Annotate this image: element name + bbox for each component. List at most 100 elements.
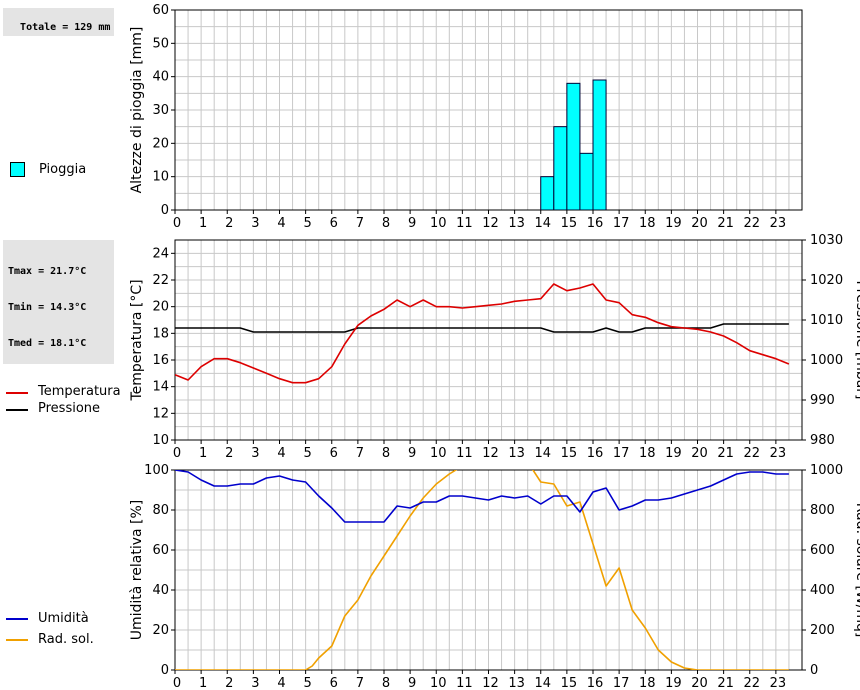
x-tick-label: 11 xyxy=(456,676,473,690)
x-tick-label: 8 xyxy=(382,216,390,231)
radiation-line xyxy=(175,470,789,670)
x-tick-label: 17 xyxy=(613,676,630,690)
x-tick-label: 7 xyxy=(356,676,364,690)
x-tick-label: 16 xyxy=(587,216,604,231)
x-tick-label: 3 xyxy=(251,216,259,231)
y2-tick-label: 1010 xyxy=(810,313,843,328)
y-tick-label: 40 xyxy=(152,583,169,598)
x-tick-label: 0 xyxy=(173,676,181,690)
x-tick-label: 19 xyxy=(665,446,682,461)
tmed-text: Tmed = 18.1°C xyxy=(8,338,87,349)
x-tick-label: 22 xyxy=(743,216,760,231)
x-tick-label: 6 xyxy=(330,676,338,690)
rain-bar xyxy=(579,152,594,210)
plot-data xyxy=(175,283,790,384)
x-tick-label: 13 xyxy=(508,446,525,461)
x-tick-label: 20 xyxy=(691,446,708,461)
y2-tick-label: 200 xyxy=(810,623,835,638)
y2-axis-title: Pressione [mbar] xyxy=(853,280,860,399)
pressure-legend-label: Pressione xyxy=(38,401,101,416)
x-tick-label: 6 xyxy=(330,216,338,231)
x-tick-label: 21 xyxy=(717,676,734,690)
x-tick-label: 5 xyxy=(303,676,311,690)
y2-tick-label: 600 xyxy=(810,543,835,558)
x-tick-label: 17 xyxy=(613,216,630,231)
y2-tick-label: 1020 xyxy=(810,273,843,288)
x-tick-label: 2 xyxy=(225,446,233,461)
x-tick-label: 14 xyxy=(534,446,551,461)
rain-legend-label: Pioggia xyxy=(39,162,87,177)
x-tick-label: 15 xyxy=(561,216,578,231)
x-tick-label: 11 xyxy=(456,446,473,461)
y2-tick-label: 980 xyxy=(810,433,835,448)
temperature-legend: Temperatura Pressione xyxy=(6,384,126,420)
x-tick-label: 13 xyxy=(508,676,525,690)
rain-bar xyxy=(540,176,555,210)
y-tick-label: 22 xyxy=(152,273,169,288)
x-tick-label: 18 xyxy=(639,216,656,231)
y2-tick-label: 1030 xyxy=(810,233,843,248)
x-tick-label: 2 xyxy=(225,216,233,231)
y-tick-label: 20 xyxy=(152,623,169,638)
x-tick-label: 15 xyxy=(561,676,578,690)
x-tick-label: 16 xyxy=(587,446,604,461)
x-tick-label: 7 xyxy=(356,216,364,231)
x-tick-label: 10 xyxy=(430,216,447,231)
y-tick-label: 20 xyxy=(152,136,169,151)
tmax-text: Tmax = 21.7°C xyxy=(8,266,87,277)
y-tick-label: 10 xyxy=(152,170,169,185)
y-axis-title: Altezze di pioggia [mm] xyxy=(129,27,145,194)
plot-data xyxy=(540,79,607,210)
y-tick-label: 60 xyxy=(152,543,169,558)
x-tick-label: 17 xyxy=(613,446,630,461)
x-tick-label: 21 xyxy=(717,216,734,231)
x-tick-label: 6 xyxy=(330,446,338,461)
pressure-legend-swatch xyxy=(6,409,28,411)
x-tick-label: 18 xyxy=(639,676,656,690)
x-tick-label: 11 xyxy=(456,216,473,231)
x-tick-label: 10 xyxy=(430,446,447,461)
x-tick-label: 23 xyxy=(770,446,787,461)
x-tick-label: 10 xyxy=(430,676,447,690)
x-tick-label: 19 xyxy=(665,216,682,231)
temperature-line xyxy=(175,283,790,384)
temperature-legend-label: Temperatura xyxy=(38,384,121,399)
x-tick-label: 1 xyxy=(199,446,207,461)
humidity-legend: Umidità Rad. sol. xyxy=(6,611,126,647)
y-tick-label: 0 xyxy=(161,663,169,678)
y-tick-label: 30 xyxy=(152,103,169,118)
y-tick-label: 10 xyxy=(152,433,169,448)
x-tick-label: 22 xyxy=(743,446,760,461)
x-tick-label: 23 xyxy=(770,216,787,231)
y-tick-label: 20 xyxy=(152,300,169,315)
radiation-legend-label: Rad. sol. xyxy=(38,632,94,647)
x-tick-label: 22 xyxy=(743,676,760,690)
temperature-legend-swatch xyxy=(6,392,28,394)
rain-bar xyxy=(566,82,581,210)
x-tick-label: 8 xyxy=(382,446,390,461)
x-tick-label: 14 xyxy=(534,216,551,231)
x-tick-label: 0 xyxy=(173,216,181,231)
x-tick-label: 5 xyxy=(303,446,311,461)
chart-panel-temp: 0 1 2 3 4 5 6 7 8 9 10 11 12 13 14 15 16 17 18 19 20 21 22 2310… xyxy=(129,233,860,461)
x-tick-label: 12 xyxy=(482,446,499,461)
temperature-stats-box: Tmax = 21.7°C Tmin = 14.3°C Tmed = 18.1°… xyxy=(3,240,114,364)
rain-total-box: Totale = 129 mm xyxy=(3,8,114,36)
x-tick-label: 20 xyxy=(691,676,708,690)
x-tick-label: 5 xyxy=(303,216,311,231)
x-tick-label: 4 xyxy=(277,676,285,690)
tmin-text: Tmin = 14.3°C xyxy=(8,302,87,313)
x-tick-label: 9 xyxy=(408,446,416,461)
pressure-line xyxy=(175,323,789,333)
chart-panel-hum: 0 1 2 3 4 5 6 7 8 9 10 11 12 13 14 15 16 17 18 19 20 21 22 2302… xyxy=(129,463,860,690)
chart-panel-rain: 0 1 2 3 4 5 6 7 8 9 10 11 12 13 14 15 16 17 18 19 20 21 22 2301… xyxy=(129,3,803,231)
x-tick-label: 16 xyxy=(587,676,604,690)
x-tick-label: 12 xyxy=(482,676,499,690)
y2-tick-label: 400 xyxy=(810,583,835,598)
radiation-legend-swatch xyxy=(6,639,28,641)
y2-tick-label: 990 xyxy=(810,393,835,408)
humidity-legend-label: Umidità xyxy=(38,611,89,626)
y-tick-label: 16 xyxy=(152,353,169,368)
x-tick-label: 4 xyxy=(277,446,285,461)
x-tick-label: 9 xyxy=(408,216,416,231)
